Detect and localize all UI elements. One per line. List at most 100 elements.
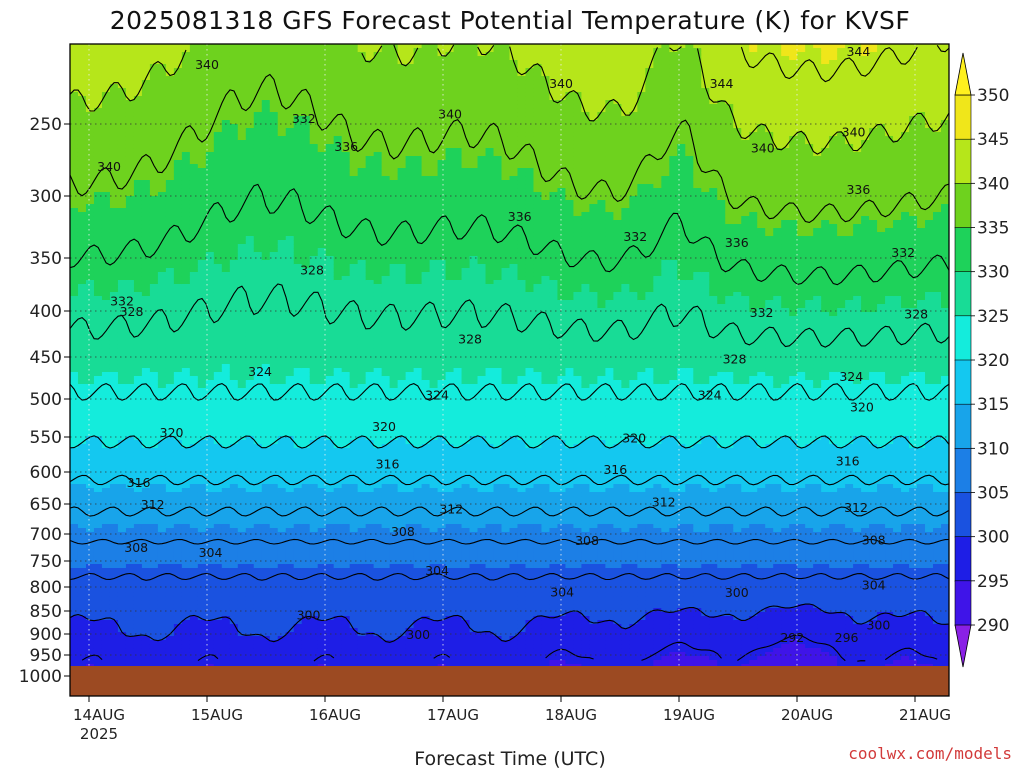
field-cell — [221, 136, 231, 141]
field-cell — [221, 252, 231, 257]
field-cell — [181, 76, 191, 81]
field-cell — [253, 332, 263, 337]
field-cell — [285, 332, 295, 337]
field-cell — [309, 596, 319, 601]
field-cell — [109, 284, 119, 289]
field-cell — [77, 640, 87, 645]
field-cell — [141, 416, 151, 421]
field-cell — [117, 400, 127, 405]
field-cell — [237, 164, 247, 169]
field-cell — [325, 52, 335, 57]
field-cell — [261, 428, 271, 433]
field-cell — [133, 524, 143, 529]
field-cell — [309, 468, 319, 473]
field-cell — [133, 264, 143, 269]
field-cell — [221, 268, 231, 273]
field-cell — [85, 656, 95, 661]
field-cell — [125, 528, 135, 533]
field-cell — [245, 360, 255, 365]
field-cell — [125, 240, 135, 245]
field-cell — [133, 392, 143, 397]
field-cell — [261, 536, 271, 541]
field-cell — [173, 104, 183, 109]
field-cell — [85, 80, 95, 85]
field-cell — [301, 304, 311, 309]
field-cell — [261, 184, 271, 189]
field-cell — [93, 556, 103, 561]
field-cell — [197, 68, 207, 73]
field-cell — [205, 348, 215, 353]
field-cell — [261, 236, 271, 241]
field-cell — [213, 100, 223, 105]
field-cell — [221, 648, 231, 653]
field-cell — [229, 88, 239, 93]
field-cell — [285, 408, 295, 413]
field-cell — [93, 296, 103, 301]
field-cell — [261, 348, 271, 353]
field-cell — [165, 644, 175, 649]
field-cell — [205, 392, 215, 397]
field-cell — [181, 344, 191, 349]
field-cell — [269, 100, 279, 105]
field-cell — [237, 276, 247, 281]
field-cell — [293, 540, 303, 545]
field-cell — [277, 388, 287, 393]
field-cell — [117, 312, 127, 317]
field-cell — [277, 68, 287, 73]
field-cell — [245, 140, 255, 145]
field-cell — [245, 608, 255, 613]
field-cell — [285, 444, 295, 449]
field-cell — [133, 216, 143, 221]
field-cell — [229, 60, 239, 65]
field-cell — [245, 624, 255, 629]
field-cell — [141, 200, 151, 205]
field-cell — [205, 444, 215, 449]
field-cell — [189, 624, 199, 629]
field-cell — [213, 252, 223, 257]
field-cell — [117, 408, 127, 413]
field-cell — [157, 340, 167, 345]
field-cell — [165, 480, 175, 485]
field-cell — [125, 284, 135, 289]
field-cell — [149, 320, 159, 325]
field-cell — [317, 336, 327, 341]
field-cell — [229, 580, 239, 585]
field-cell — [141, 148, 151, 153]
field-cell — [85, 412, 95, 417]
field-cell — [157, 384, 167, 389]
field-cell — [141, 444, 151, 449]
field-cell — [277, 116, 287, 121]
field-cell — [277, 140, 287, 145]
field-cell — [285, 372, 295, 377]
field-cell — [93, 308, 103, 313]
field-cell — [157, 52, 167, 57]
field-cell — [269, 212, 279, 217]
field-cell — [125, 440, 135, 445]
field-cell — [165, 224, 175, 229]
field-cell — [77, 140, 87, 145]
field-cell — [285, 76, 295, 81]
field-cell — [229, 472, 239, 477]
field-cell — [101, 452, 111, 457]
field-cell — [277, 96, 287, 101]
field-cell — [205, 576, 215, 581]
field-cell — [253, 244, 263, 249]
field-cell — [261, 660, 271, 665]
field-cell — [133, 484, 143, 489]
field-cell — [277, 288, 287, 293]
field-cell — [229, 460, 239, 465]
field-cell — [237, 416, 247, 421]
field-cell — [301, 208, 311, 213]
field-cell — [301, 620, 311, 625]
field-cell — [165, 188, 175, 193]
field-cell — [157, 584, 167, 589]
field-cell — [157, 224, 167, 229]
field-cell — [221, 132, 231, 137]
field-cell — [173, 336, 183, 341]
field-cell — [173, 352, 183, 357]
field-cell — [181, 152, 191, 157]
field-cell — [205, 344, 215, 349]
field-cell — [285, 380, 295, 385]
field-cell — [309, 60, 319, 65]
field-cell — [293, 68, 303, 73]
